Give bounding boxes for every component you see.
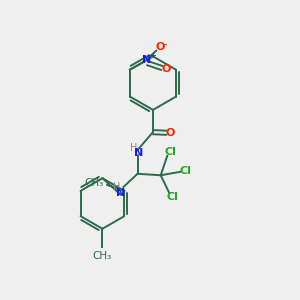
Text: Cl: Cl — [166, 192, 178, 202]
Text: Cl: Cl — [164, 147, 176, 158]
Text: H: H — [130, 142, 138, 153]
Text: -: - — [164, 39, 167, 49]
Text: N: N — [116, 188, 125, 197]
Text: CH₃: CH₃ — [84, 178, 104, 188]
Text: N: N — [142, 55, 151, 64]
Text: N: N — [134, 148, 143, 158]
Text: O: O — [155, 42, 164, 52]
Text: +: + — [149, 51, 155, 60]
Text: H: H — [113, 182, 120, 192]
Text: O: O — [166, 128, 175, 138]
Text: CH₃: CH₃ — [93, 251, 112, 261]
Text: O: O — [161, 64, 170, 74]
Text: Cl: Cl — [180, 166, 192, 176]
